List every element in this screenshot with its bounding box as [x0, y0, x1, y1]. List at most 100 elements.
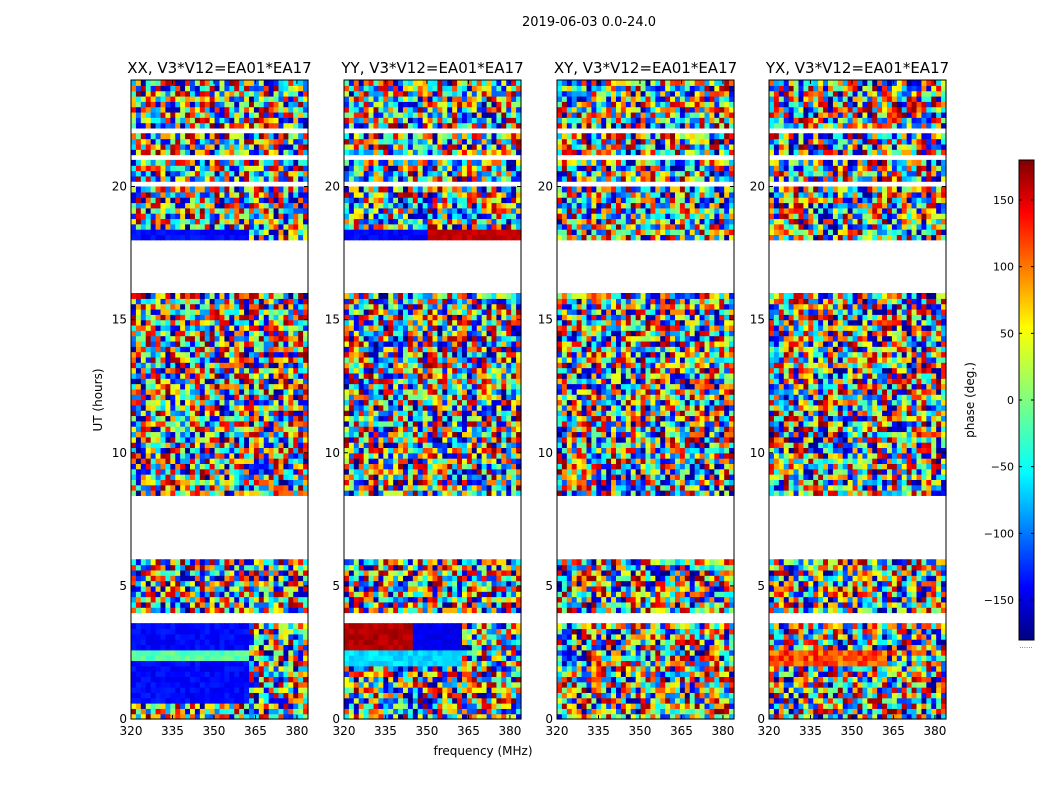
- heatmap-cell: [273, 559, 280, 566]
- heatmap-cell: [417, 580, 424, 587]
- heatmap-cell: [288, 223, 294, 230]
- heatmap-cell: [165, 474, 171, 480]
- heatmap-cell: [155, 649, 162, 656]
- heatmap-cell: [278, 165, 285, 172]
- heatmap-cell: [150, 708, 157, 715]
- heatmap-cell: [481, 452, 488, 459]
- heatmap-cell: [348, 697, 355, 704]
- heatmap-cell: [199, 303, 206, 310]
- heatmap-cell: [131, 575, 137, 582]
- heatmap-cell: [273, 394, 280, 401]
- heatmap-cell: [491, 415, 498, 422]
- heatmap-cell: [378, 580, 384, 587]
- heatmap-cell: [131, 111, 137, 118]
- heatmap-cell: [185, 585, 191, 592]
- heatmap-cell: [258, 202, 265, 209]
- heatmap-cell: [160, 447, 167, 454]
- heatmap-cell: [383, 703, 389, 709]
- heatmap-cell: [298, 229, 304, 236]
- heatmap-cell: [457, 623, 463, 630]
- heatmap-cell: [412, 474, 419, 480]
- heatmap-cell: [165, 372, 171, 379]
- heatmap-cell: [244, 484, 250, 491]
- heatmap-cell: [209, 324, 216, 331]
- heatmap-cell: [180, 298, 186, 305]
- heatmap-cell: [462, 601, 468, 608]
- heatmap-cell: [422, 447, 429, 454]
- heatmap-cell: [358, 564, 365, 571]
- heatmap-cell: [229, 601, 235, 608]
- heatmap-cell: [180, 649, 186, 656]
- heatmap-cell: [368, 436, 375, 443]
- heatmap-cell: [422, 452, 429, 459]
- heatmap-cell: [288, 479, 294, 486]
- heatmap-cell: [496, 607, 502, 614]
- heatmap-cell: [427, 681, 434, 688]
- heatmap-cell: [190, 234, 196, 241]
- heatmap-cell: [412, 644, 419, 651]
- heatmap-cell: [204, 436, 211, 443]
- heatmap-cell: [268, 330, 275, 337]
- heatmap-cell: [209, 660, 216, 667]
- heatmap-cell: [293, 149, 299, 156]
- heatmap-cell: [175, 298, 181, 305]
- heatmap-cell: [145, 346, 152, 353]
- heatmap-cell: [229, 447, 235, 454]
- heatmap-cell: [481, 580, 488, 587]
- heatmap-cell: [496, 665, 502, 672]
- heatmap-cell: [486, 681, 493, 688]
- heatmap-cell: [273, 697, 280, 704]
- heatmap-cell: [234, 410, 240, 417]
- heatmap-cell: [427, 655, 434, 662]
- heatmap-cell: [273, 362, 280, 369]
- heatmap-cell: [145, 138, 152, 145]
- heatmap-cell: [373, 644, 380, 651]
- heatmap-cell: [403, 585, 409, 592]
- heatmap-cell: [199, 607, 206, 614]
- heatmap-cell: [170, 490, 176, 496]
- heatmap-cell: [273, 351, 280, 358]
- heatmap-cell: [348, 665, 355, 672]
- heatmap-cell: [150, 559, 157, 566]
- heatmap-cell: [278, 633, 285, 640]
- heatmap-cell: [199, 442, 206, 449]
- heatmap-cell: [432, 404, 439, 411]
- heatmap-cell: [214, 426, 221, 433]
- heatmap-cell: [249, 463, 255, 470]
- heatmap-cell: [501, 458, 507, 464]
- heatmap-cell: [407, 575, 414, 582]
- heatmap-cell: [283, 229, 289, 236]
- heatmap-cell: [303, 229, 309, 236]
- heatmap-cell: [185, 404, 191, 411]
- heatmap-cell: [353, 708, 360, 715]
- heatmap-cell: [209, 713, 216, 720]
- heatmap-cell: [383, 671, 389, 677]
- heatmap-cell: [170, 436, 176, 443]
- heatmap-cell: [471, 703, 478, 709]
- heatmap-cell: [224, 633, 230, 640]
- heatmap-cell: [214, 356, 221, 363]
- heatmap-cell: [209, 564, 216, 571]
- heatmap-cell: [190, 458, 196, 464]
- heatmap-cell: [204, 452, 211, 459]
- heatmap-cell: [175, 665, 181, 672]
- heatmap-cell: [145, 404, 152, 411]
- heatmap-cell: [165, 122, 171, 129]
- heatmap-cell: [155, 356, 162, 363]
- heatmap-cell: [496, 452, 502, 459]
- heatmap-cell: [219, 340, 226, 347]
- heatmap-cell: [194, 170, 201, 177]
- heatmap-cell: [204, 580, 211, 587]
- heatmap-cell: [249, 378, 255, 385]
- heatmap-cell: [447, 623, 453, 630]
- heatmap-cell: [234, 351, 240, 358]
- heatmap-cell: [190, 213, 196, 220]
- heatmap-cell: [258, 703, 265, 709]
- heatmap-cell: [150, 490, 157, 496]
- heatmap-cell: [506, 474, 512, 480]
- heatmap-cell: [278, 308, 285, 315]
- heatmap-cell: [368, 639, 375, 646]
- heatmap-cell: [422, 410, 429, 417]
- heatmap-cell: [283, 388, 289, 395]
- heatmap-cell: [180, 601, 186, 608]
